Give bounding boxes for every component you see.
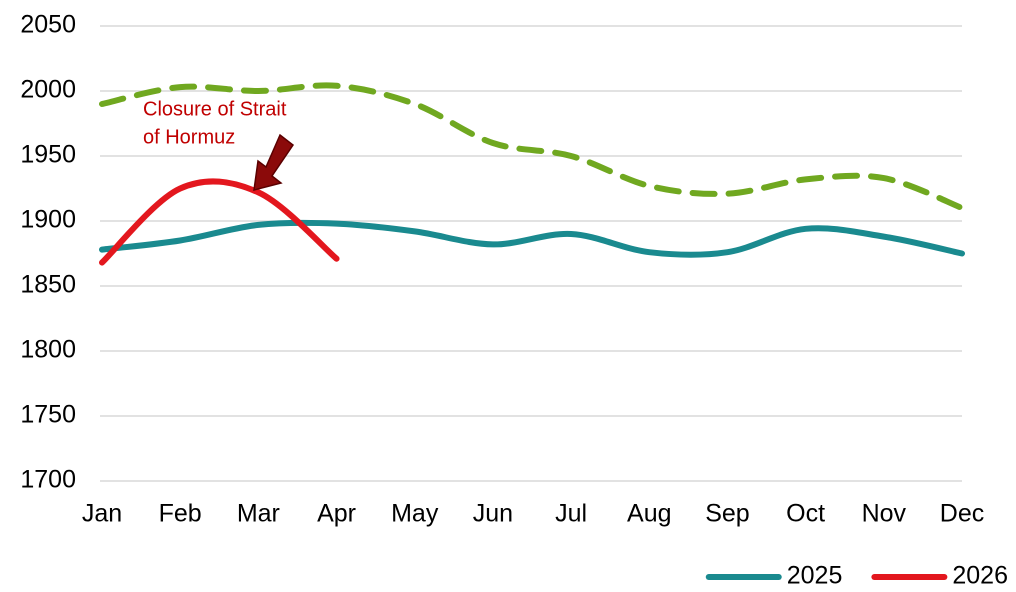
x-tick-label: Jan [82,500,122,528]
annotation: Closure of Strait [143,98,287,120]
x-tick-label: Jun [473,500,513,528]
x-tick-label: Jul [555,500,587,528]
y-tick-label: 2050 [20,11,76,39]
series-line [99,219,965,258]
x-tick-label: May [391,500,439,528]
x-tick-label: Aug [627,500,671,528]
x-tick-label: Sep [705,500,749,528]
x-tick-label: Oct [786,500,825,528]
plot: 1700 1750 1800 1850 1900 1950 2000 2050 Jan Feb Ma… [20,11,1008,590]
y-tick-label: 1850 [20,271,76,299]
x-tick-label: Mar [237,500,280,528]
x-tick-label: Apr [317,500,356,528]
x-tick-label: Nov [862,500,907,528]
y-tick-label: 1700 [20,466,76,494]
y-tick-label: 1900 [20,206,76,234]
series-line [99,82,965,211]
legend-label: 2026 [952,562,1008,590]
y-tick-label: 1750 [20,401,76,429]
y-tick-label: 1950 [20,141,76,169]
x-tick-label: Dec [940,500,984,528]
annotation-arrow [253,133,295,192]
y-tick-label: 2000 [20,76,76,104]
legend-label: 2025 [787,562,843,590]
annotation: of Hormuz [143,126,235,148]
x-tick-label: Feb [159,500,202,528]
series-line [99,178,340,266]
y-tick-label: 1800 [20,336,76,364]
